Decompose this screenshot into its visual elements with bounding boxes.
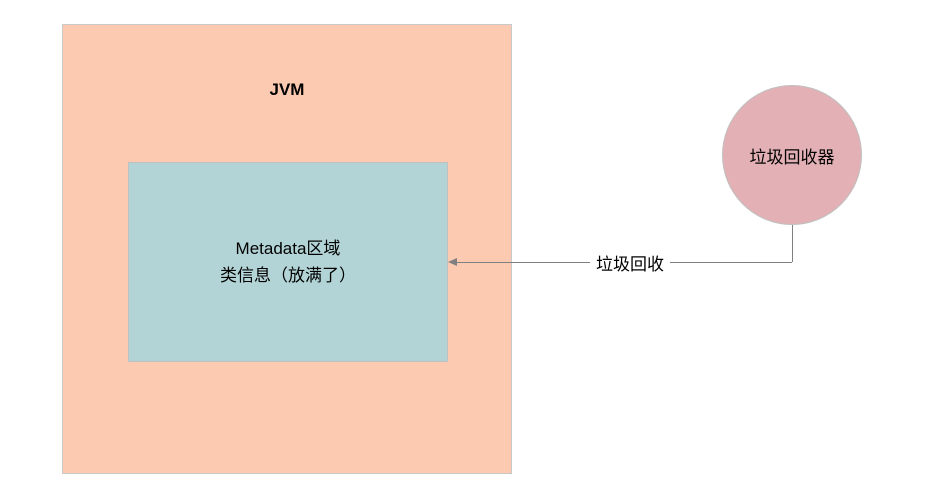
arrow-head-icon — [448, 258, 457, 266]
metadata-line2: 类信息（放满了） — [220, 262, 356, 289]
metadata-region: Metadata区域 类信息（放满了） — [128, 162, 448, 362]
jvm-title: JVM — [62, 80, 512, 100]
arrow-label: 垃圾回收 — [590, 250, 670, 275]
arrow-segment-vertical — [792, 225, 793, 262]
metadata-line1: Metadata区域 — [236, 235, 341, 262]
gc-circle: 垃圾回收器 — [722, 85, 862, 225]
gc-circle-label: 垃圾回收器 — [750, 143, 835, 168]
